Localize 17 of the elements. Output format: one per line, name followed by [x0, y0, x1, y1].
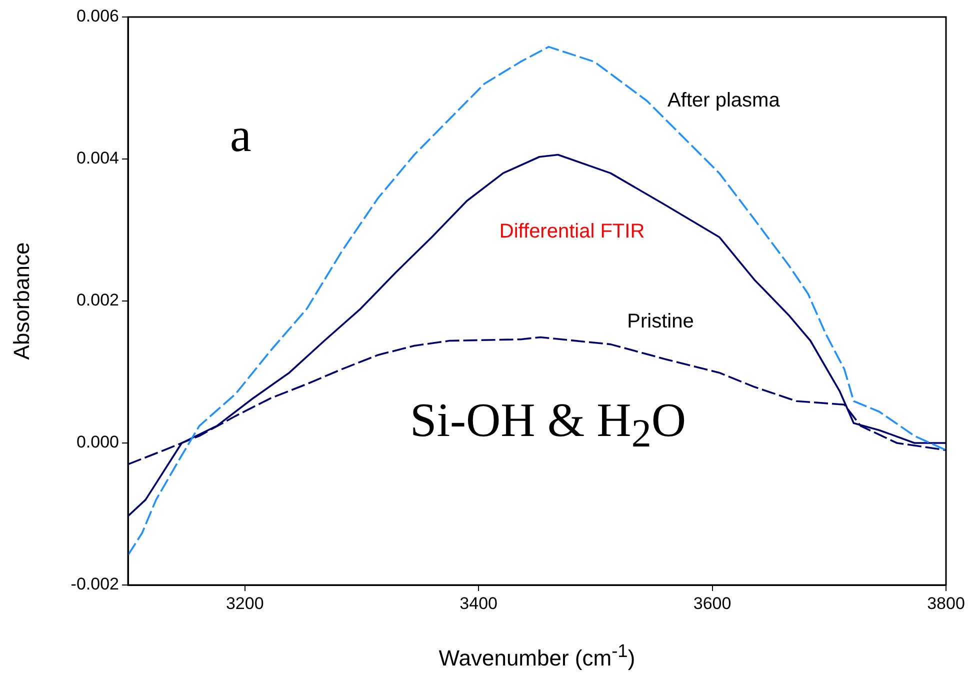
- y-tick-label: 0.000: [76, 432, 119, 452]
- x-tick-label: 3200: [226, 594, 264, 613]
- annotation: Si-OH & H$_{2}$O: [410, 394, 686, 456]
- line-series: [128, 46, 946, 556]
- y-tick-label: 0.002: [76, 290, 119, 310]
- x-tick-label: 3800: [927, 594, 965, 613]
- y-axis-title: Absorbance: [9, 242, 35, 360]
- y-tick-label: 0.006: [76, 6, 119, 26]
- annotation: a: [230, 109, 252, 163]
- x-axis-title: Wavenumber (cm$^{-1}$): [438, 640, 636, 672]
- y-tick-label: 0.004: [76, 148, 119, 168]
- x-tick-label: 3400: [460, 594, 498, 613]
- series-label: Differential FTIR: [499, 220, 645, 242]
- x-tick-label: 3600: [693, 594, 732, 613]
- series-label: After plasma: [668, 89, 781, 112]
- y-tick-label: -0.002: [70, 574, 119, 594]
- series-label: Pristine: [627, 310, 694, 333]
